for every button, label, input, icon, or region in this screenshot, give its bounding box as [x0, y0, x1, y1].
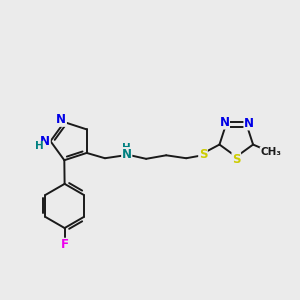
Text: F: F — [61, 238, 69, 251]
Text: S: S — [232, 153, 241, 166]
Text: N: N — [219, 116, 230, 129]
Text: H: H — [35, 142, 44, 152]
Text: N: N — [56, 113, 66, 126]
Text: H: H — [122, 143, 131, 153]
Text: S: S — [199, 148, 207, 161]
Text: N: N — [40, 135, 50, 148]
Text: N: N — [244, 117, 254, 130]
Text: N: N — [122, 148, 132, 160]
Text: CH₃: CH₃ — [260, 147, 281, 157]
